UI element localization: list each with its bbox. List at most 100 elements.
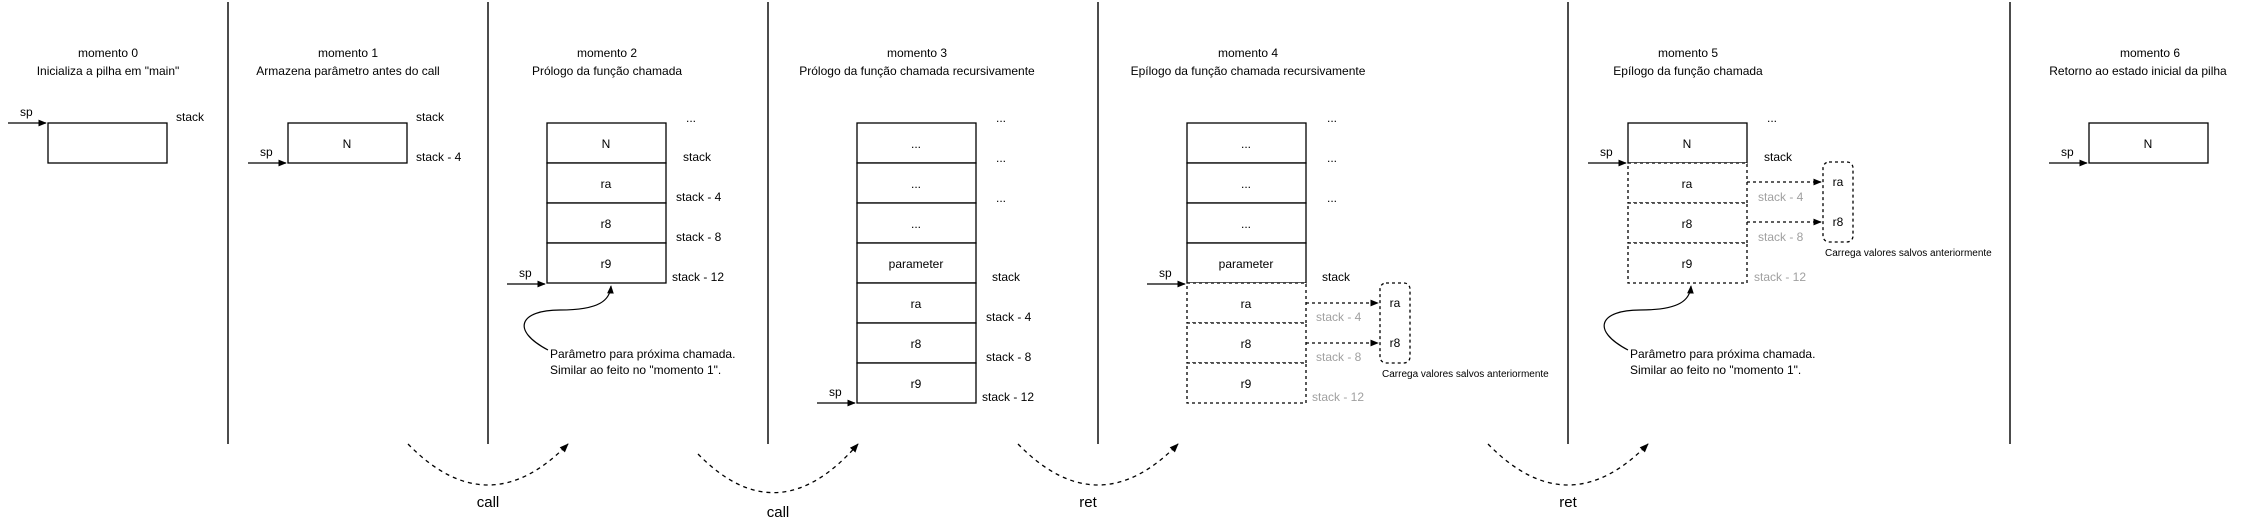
stack-label: ... [996, 191, 1006, 205]
moment-title: momento 6 [2120, 46, 2180, 60]
stack-label: stack - 12 [672, 270, 724, 284]
moment-subtitle: Prólogo da função chamada [532, 64, 682, 78]
moment-title: momento 4 [1218, 46, 1278, 60]
stack-label: stack - 4 [676, 190, 722, 204]
sp-label: sp [519, 266, 532, 280]
stack-label: stack [1322, 270, 1351, 284]
moment-subtitle: Inicializa a pilha em "main" [37, 64, 180, 78]
moment-1: momento 1 Armazena parâmetro antes do ca… [248, 46, 462, 167]
transition-ret-1: ret [1017, 443, 1179, 511]
cell-value: r8 [1241, 337, 1252, 351]
stack-label-freed: stack - 4 [1758, 190, 1804, 204]
cell-value: ... [911, 137, 921, 151]
stack-cell [1186, 162, 1307, 204]
stack-cell [1627, 122, 1748, 164]
sp-label: sp [260, 145, 273, 159]
cell-value: ra [1241, 297, 1252, 311]
stack-label: stack [1764, 150, 1793, 164]
freed-stack-cell [1186, 362, 1307, 404]
cell-value: N [2144, 137, 2153, 151]
moment-2: momento 2 Prólogo da função chamada ... … [507, 46, 735, 377]
stack-cell [287, 122, 408, 164]
stack-label: stack - 12 [982, 390, 1034, 404]
stack-cell [546, 202, 667, 244]
freed-stack-cell [1186, 322, 1307, 364]
stack-cell [856, 202, 977, 244]
sp-label: sp [829, 385, 842, 399]
cell-value: r9 [1682, 257, 1693, 271]
moment-subtitle: Prólogo da função chamada recursivamente [799, 64, 1035, 78]
stack-cell [1186, 202, 1307, 244]
cell-value: r8 [911, 337, 922, 351]
stack-cell [2088, 122, 2209, 164]
stack-label-freed: stack - 4 [1316, 310, 1362, 324]
stack-label: stack [683, 150, 712, 164]
cell-value: ra [601, 177, 612, 191]
stack-label: ... [1327, 191, 1337, 205]
register-box [1379, 282, 1411, 364]
cell-value: parameter [889, 257, 944, 271]
parameter-curve-arrow [523, 285, 614, 351]
moment-subtitle: Armazena parâmetro antes do call [256, 64, 439, 78]
cell-value: r9 [601, 257, 612, 271]
cell-value: ... [911, 217, 921, 231]
transition-call-1: call [407, 443, 569, 511]
register-r8: r8 [1833, 215, 1844, 229]
transition-label: ret [1559, 494, 1577, 511]
stack-label-freed: stack - 12 [1754, 270, 1806, 284]
moment-title: momento 1 [318, 46, 378, 60]
transition-arrow [1017, 443, 1179, 486]
stack-cell [546, 162, 667, 204]
stack-label: ... [1327, 151, 1337, 165]
moment-6: momento 6 Retorno ao estado inicial da p… [2049, 46, 2227, 167]
note-line-1: Parâmetro para próxima chamada. [550, 347, 735, 361]
moment-title: momento 0 [78, 46, 138, 60]
moment-title: momento 3 [887, 46, 947, 60]
moment-title: momento 2 [577, 46, 637, 60]
moment-subtitle: Epílogo da função chamada [1613, 64, 1763, 78]
note-line-1: Parâmetro para próxima chamada. [1630, 347, 1815, 361]
sp-label: sp [1600, 145, 1613, 159]
cell-value: parameter [1219, 257, 1274, 271]
sp-label: sp [20, 105, 33, 119]
stack-label: stack - 4 [416, 150, 462, 164]
transition-label: ret [1079, 494, 1097, 511]
stack-cell [856, 242, 977, 284]
moment-3: momento 3 Prólogo da função chamada recu… [799, 46, 1035, 407]
register-ra: ra [1833, 175, 1844, 189]
stack-label-freed: stack - 8 [1758, 230, 1804, 244]
freed-stack-cell [1627, 202, 1748, 244]
register-r8: r8 [1390, 336, 1401, 350]
stack-label: ... [1327, 111, 1337, 125]
cell-value: r9 [911, 377, 922, 391]
stack-label: stack [992, 270, 1021, 284]
stack-label: stack - 8 [986, 350, 1032, 364]
cell-value: ... [911, 177, 921, 191]
stack-cell [1186, 242, 1307, 284]
stack-label: ... [996, 111, 1006, 125]
transition-arrow [407, 443, 569, 486]
stack-label: ... [686, 111, 696, 125]
cell-value: ... [1241, 177, 1251, 191]
cell-value: N [343, 137, 352, 151]
moment-0: momento 0 Inicializa a pilha em "main" s… [8, 46, 205, 164]
transition-arrow [1487, 443, 1649, 486]
cell-value: N [1683, 137, 1692, 151]
stack-cell [546, 242, 667, 284]
register-ra: ra [1390, 296, 1401, 310]
parameter-curve-arrow [1603, 285, 1694, 351]
stack-label: stack - 4 [986, 310, 1032, 324]
moment-subtitle: Retorno ao estado inicial da pilha [2049, 64, 2227, 78]
transition-ret-2: ret [1487, 443, 1649, 511]
sp-label: sp [1159, 266, 1172, 280]
cell-value: r9 [1241, 377, 1252, 391]
stack-label: stack [176, 110, 205, 124]
note-line-2: Similar ao feito no "momento 1". [1630, 363, 1801, 377]
stack-label-freed: stack - 8 [1316, 350, 1362, 364]
moment-title: momento 5 [1658, 46, 1718, 60]
stack-label: stack - 8 [676, 230, 722, 244]
load-note: Carrega valores salvos anteriormente [1382, 369, 1549, 380]
note-line-2: Similar ao feito no "momento 1". [550, 363, 721, 377]
transition-label: call [767, 504, 790, 521]
